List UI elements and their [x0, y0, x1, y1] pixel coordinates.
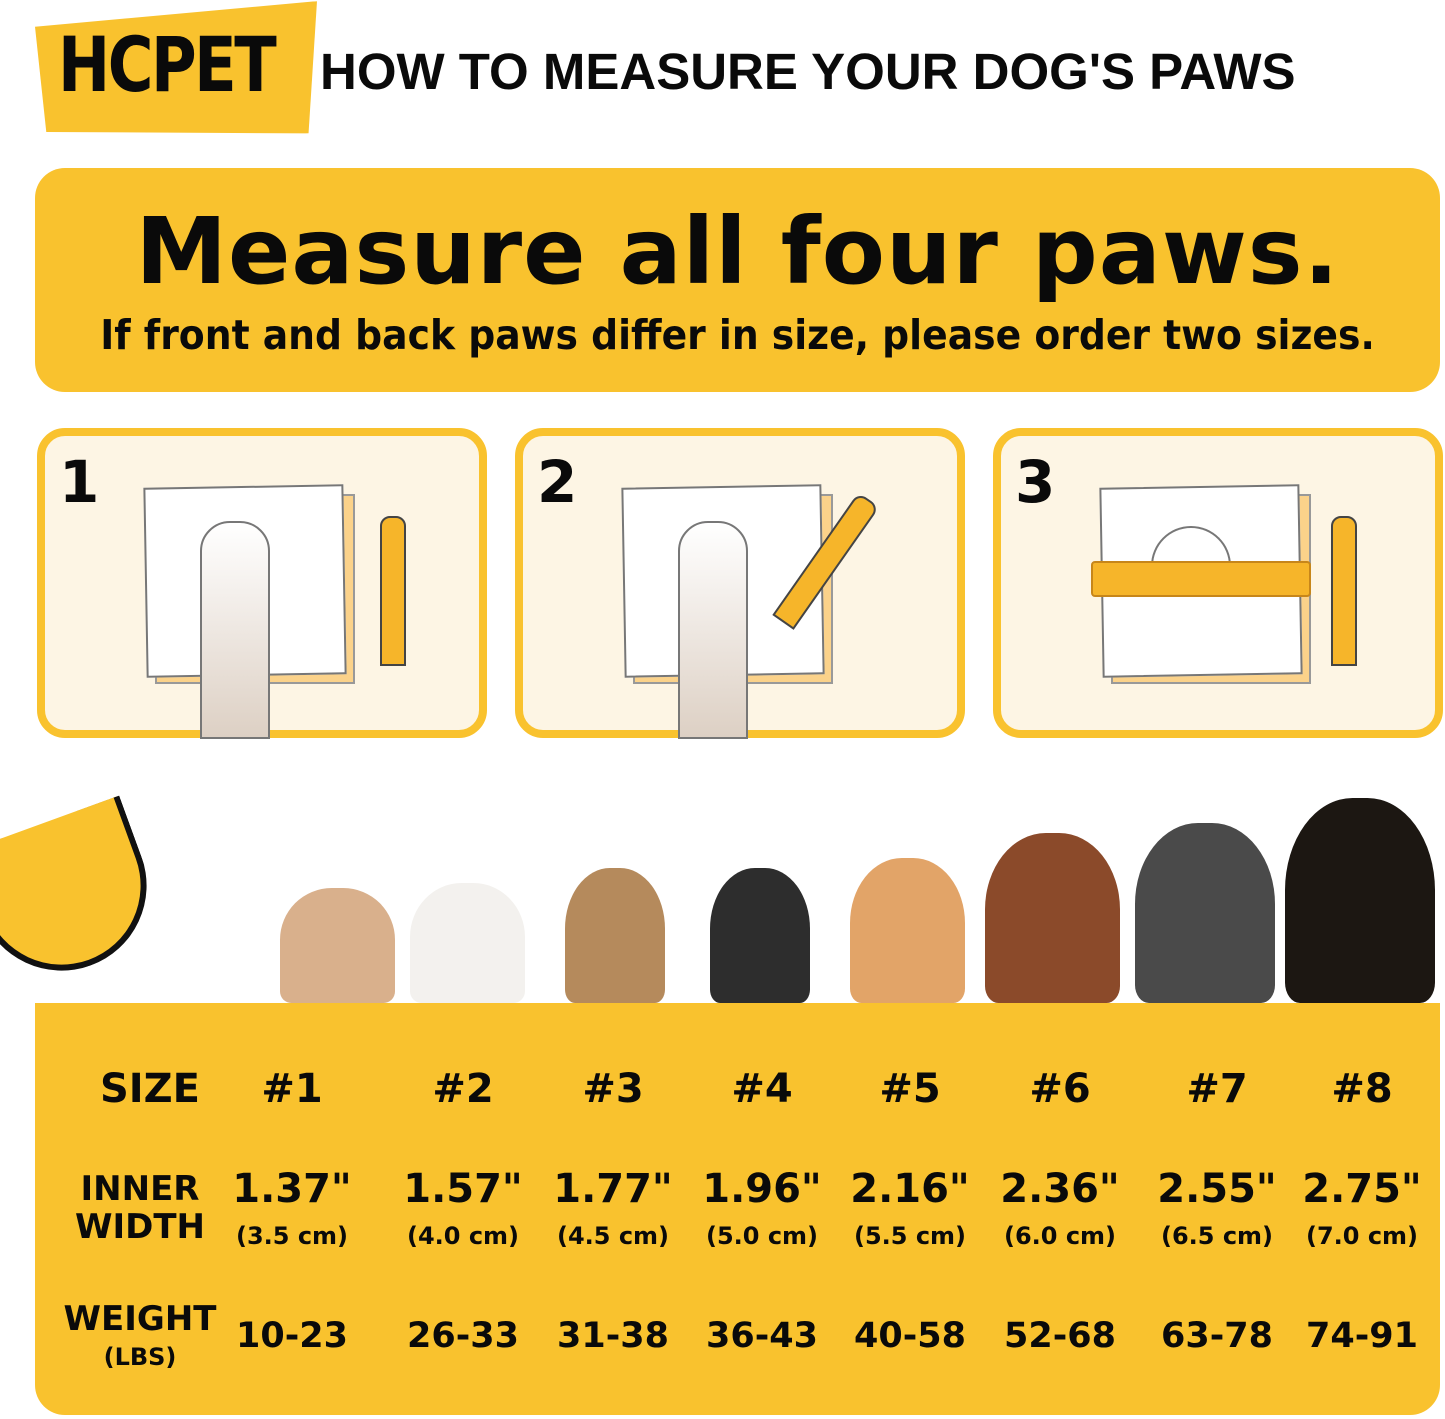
- weight-range: 10-23: [236, 1316, 348, 1356]
- weight-range: 63-78: [1161, 1316, 1273, 1356]
- dog-photo-australian-shepherd: [985, 833, 1120, 1003]
- inner-width-inches: 1.96": [702, 1166, 822, 1212]
- inner-width-inches: 1.77": [553, 1166, 673, 1212]
- inner-width-cm: (6.0 cm): [1003, 1222, 1117, 1250]
- size-value: #5: [879, 1066, 941, 1112]
- inner-width-cm: (5.0 cm): [705, 1222, 819, 1250]
- instruction-banner: Measure all four paws. If front and back…: [35, 168, 1440, 392]
- inner-width-cm: (7.0 cm): [1305, 1222, 1419, 1250]
- dog-paw-illustration: [678, 521, 748, 739]
- inner-width-label: INNER WIDTH: [75, 1170, 205, 1246]
- weight-label: WEIGHT (LBS): [64, 1300, 217, 1376]
- banner-heading: Measure all four paws.: [135, 198, 1340, 305]
- dog-photo-rottweiler: [1285, 798, 1435, 1003]
- dog-photo-bichon: [410, 883, 525, 1003]
- inner-width-inches: 2.55": [1157, 1166, 1277, 1212]
- inner-width-label-line2: WIDTH: [74, 1207, 206, 1247]
- inner-width-inches: 2.75": [1302, 1166, 1422, 1212]
- step-number: 1: [59, 448, 100, 516]
- inner-width-inches: 1.57": [403, 1166, 523, 1212]
- size-value: #2: [432, 1066, 494, 1112]
- banner-subtext: If front and back paws differ in size, p…: [100, 311, 1375, 359]
- weight-range: 40-58: [854, 1316, 966, 1356]
- size-value: #1: [261, 1066, 323, 1112]
- pencil-icon: [1331, 516, 1357, 666]
- weight-range: 74-91: [1306, 1316, 1418, 1356]
- size-value: #4: [731, 1066, 793, 1112]
- weight-range: 36-43: [706, 1316, 818, 1356]
- size-value: #7: [1186, 1066, 1248, 1112]
- size-value: #6: [1029, 1066, 1091, 1112]
- inner-width-cm: (3.5 cm): [235, 1222, 349, 1250]
- size-value: #8: [1331, 1066, 1393, 1112]
- ruler-icon: [1091, 561, 1311, 597]
- weight-label-text: WEIGHT: [63, 1299, 217, 1339]
- size-chart: [35, 1003, 1440, 1415]
- step-number: 3: [1015, 448, 1056, 516]
- page-title: HOW TO MEASURE YOUR DOG'S PAWS: [320, 43, 1296, 100]
- step-number: 2: [537, 448, 578, 516]
- decorative-swoosh: [0, 795, 171, 995]
- inner-width-cm: (5.5 cm): [853, 1222, 967, 1250]
- weight-range: 26-33: [407, 1316, 519, 1356]
- pencil-icon: [380, 516, 406, 666]
- step-panel-2: 2: [515, 428, 965, 739]
- inner-width-inches: 1.37": [232, 1166, 352, 1212]
- size-label: SIZE: [99, 1066, 201, 1112]
- inner-width-inches: 2.16": [850, 1166, 970, 1212]
- inner-width-cm: (4.5 cm): [556, 1222, 670, 1250]
- step-panel-3: 3: [993, 428, 1443, 738]
- step-panel-1: 1: [37, 428, 487, 739]
- inner-width-cm: (6.5 cm): [1160, 1222, 1274, 1250]
- weight-range: 31-38: [557, 1316, 669, 1356]
- weight-unit: (LBS): [103, 1343, 177, 1371]
- dog-photo-yorkshire-terrier: [565, 868, 665, 1003]
- weight-range: 52-68: [1004, 1316, 1116, 1356]
- inner-width-cm: (4.0 cm): [406, 1222, 520, 1250]
- dog-paw-illustration: [200, 521, 270, 739]
- inner-width-label-line1: INNER: [80, 1169, 200, 1209]
- logo: HCPET: [58, 20, 277, 109]
- dog-photo-chihuahua: [280, 888, 395, 1003]
- dog-photo-husky: [1135, 823, 1275, 1003]
- dog-photo-schnauzer: [710, 868, 810, 1003]
- dog-photo-shiba-inu: [850, 858, 965, 1003]
- size-value: #3: [582, 1066, 644, 1112]
- inner-width-inches: 2.36": [1000, 1166, 1120, 1212]
